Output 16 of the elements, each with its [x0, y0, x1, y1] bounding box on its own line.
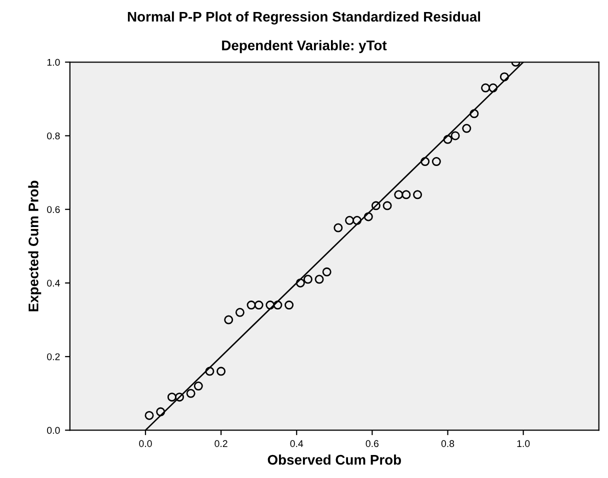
y-tick-label: 0.4	[47, 280, 60, 287]
x-tick-label: 1.0	[517, 440, 530, 448]
x-tick-label: 0.2	[214, 440, 228, 448]
y-tick-label: 1.0	[47, 58, 60, 66]
y-tick-label: 0.0	[47, 426, 60, 434]
y-axis-title: Expected Cum Prob	[28, 180, 42, 312]
x-tick-label: 0.6	[366, 440, 379, 448]
x-tick-label: 0.8	[441, 440, 454, 448]
x-axis-title: Observed Cum Prob	[268, 454, 401, 465]
y-tick-label: 0.6	[47, 206, 60, 213]
x-tick-label: 0.4	[290, 440, 304, 448]
y-tick-label: 0.2	[47, 353, 60, 360]
chart-subtitle: Dependent Variable: yTot	[222, 40, 387, 54]
chart-title: Normal P-P Plot of Regression Standardized Residual	[128, 11, 480, 24]
y-tick-label: 0.8	[47, 132, 60, 140]
x-tick-label: 0.0	[139, 440, 152, 448]
